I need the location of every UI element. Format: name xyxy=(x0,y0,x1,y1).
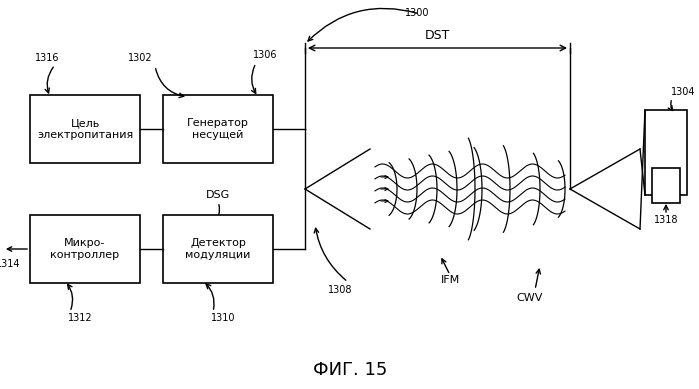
Text: 1310: 1310 xyxy=(211,313,236,323)
Text: Цель
электропитания: Цель электропитания xyxy=(37,118,133,140)
Text: 1300: 1300 xyxy=(405,8,429,18)
Text: 1312: 1312 xyxy=(68,313,92,323)
Text: ФИГ. 15: ФИГ. 15 xyxy=(313,361,387,379)
Text: IFM: IFM xyxy=(440,275,460,285)
Bar xyxy=(30,95,140,163)
Text: 1306: 1306 xyxy=(253,50,278,60)
Bar xyxy=(163,215,273,283)
Text: 1302: 1302 xyxy=(129,53,153,63)
Bar xyxy=(652,168,680,203)
Bar xyxy=(30,215,140,283)
Text: Микро-
контроллер: Микро- контроллер xyxy=(50,238,120,260)
Bar xyxy=(163,95,273,163)
Text: Детектор
модуляции: Детектор модуляции xyxy=(185,238,251,260)
Text: Генератор
несущей: Генератор несущей xyxy=(187,118,249,140)
Text: 1314: 1314 xyxy=(0,259,20,269)
Text: 1318: 1318 xyxy=(654,215,678,225)
Text: DSG: DSG xyxy=(206,190,230,200)
Bar xyxy=(645,110,687,195)
Text: 1308: 1308 xyxy=(328,285,352,295)
Text: 1304: 1304 xyxy=(671,87,696,97)
Text: 1316: 1316 xyxy=(35,53,59,63)
Text: DST: DST xyxy=(425,29,450,42)
Text: CWV: CWV xyxy=(517,293,543,303)
